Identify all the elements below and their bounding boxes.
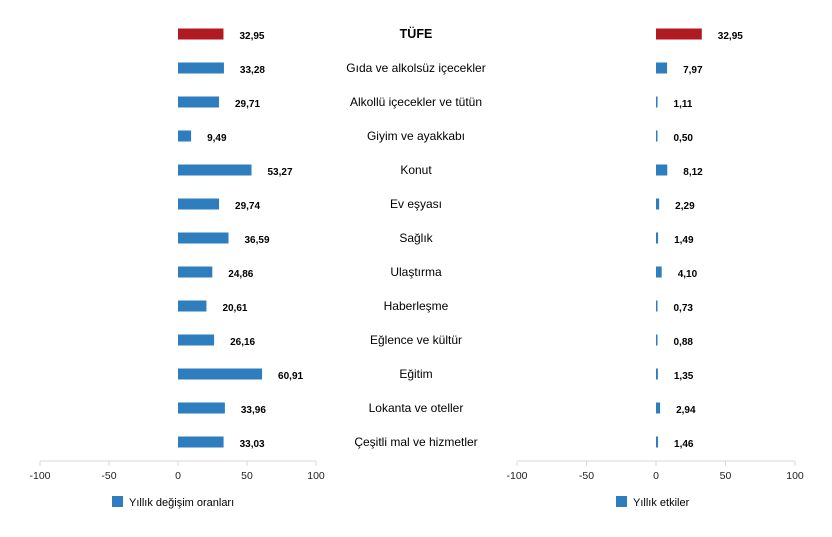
left-x-tick-label: 0: [175, 470, 181, 482]
left-bar-value-label: 53,27: [268, 167, 293, 178]
left-bar-value-label: 60,91: [278, 371, 303, 382]
right-chart-annual-effects: -100 -50 0 50 100 32,95 7,97 1,11 0,50 8,12 2,29 1,…: [506, 28, 804, 482]
right-bar: [656, 28, 702, 40]
right-bar-value-label: 32,95: [718, 31, 743, 42]
left-x-tick-label: -100: [29, 470, 50, 482]
left-bar-value-label: 33,96: [241, 405, 266, 416]
category-label: Haberleşme: [384, 299, 449, 313]
right-bar-value-label: 1,35: [674, 371, 694, 382]
right-x-tick-label: 0: [653, 470, 659, 482]
category-label: Ulaştırma: [390, 265, 442, 279]
right-legend: Yıllık etkiler: [616, 496, 690, 509]
right-bar-value-label: 8,12: [683, 167, 703, 178]
right-bar-value-label: 0,50: [674, 133, 694, 144]
right-bar: [656, 164, 668, 176]
category-label: Giyim ve ayakkabı: [367, 129, 465, 143]
left-bar-value-label: 33,28: [240, 65, 265, 76]
left-legend-swatch: [112, 496, 123, 507]
left-bar-value-label: 20,61: [222, 303, 247, 314]
left-bar: [178, 402, 225, 414]
right-x-tick-label: 50: [720, 470, 732, 482]
left-bar-value-label: 29,71: [235, 99, 260, 110]
left-chart-annual-change: -100 -50 0 50 100 32,95 33,28 29,71 9,49 53,27 29,…: [29, 28, 325, 482]
left-bar: [178, 28, 224, 40]
right-bar-value-label: 4,10: [678, 269, 698, 280]
category-label: Eğitim: [399, 367, 432, 381]
left-legend: Yıllık değişim oranları: [112, 496, 234, 509]
right-bar: [656, 436, 659, 448]
left-bar-value-label: 36,59: [244, 235, 269, 246]
right-bar: [656, 232, 659, 244]
right-bar: [656, 368, 658, 380]
left-bar: [178, 334, 215, 346]
right-bar: [656, 96, 658, 108]
right-bar: [656, 402, 661, 414]
right-bar-value-label: 1,49: [674, 235, 694, 246]
left-bar-value-label: 33,03: [240, 439, 265, 450]
right-x-tick-label: -100: [506, 470, 527, 482]
right-bar-value-label: 1,11: [674, 99, 693, 110]
left-bar: [178, 368, 263, 380]
right-bar-value-label: 0,88: [674, 337, 694, 348]
right-x-tick-label: -50: [579, 470, 594, 482]
left-bar: [178, 436, 224, 448]
left-bar: [178, 300, 207, 312]
right-x-tick-label: 100: [786, 470, 804, 482]
left-bar: [178, 96, 219, 108]
right-bar-value-label: 2,29: [675, 201, 695, 212]
left-x-tick-label: -50: [101, 470, 116, 482]
category-label: Ev eşyası: [390, 197, 442, 211]
category-label: Lokanta ve oteller: [369, 401, 464, 415]
category-labels: TÜFE Gıda ve alkolsüz içecekler Alkollü iç…: [346, 26, 485, 449]
left-x-tick-label: 100: [307, 470, 325, 482]
right-bar: [656, 130, 658, 142]
right-legend-label: Yıllık etkiler: [633, 497, 690, 509]
category-label: Alkollü içecekler ve tütün: [350, 95, 482, 109]
left-bar-value-label: 32,95: [239, 31, 264, 42]
left-bar-value-label: 24,86: [228, 269, 253, 280]
right-bar-value-label: 0,73: [674, 303, 694, 314]
category-label: Sağlık: [399, 231, 433, 245]
category-label: Eğlence ve kültür: [370, 333, 462, 347]
left-bar-value-label: 9,49: [207, 133, 227, 144]
category-label: Konut: [400, 163, 432, 177]
category-label: TÜFE: [400, 26, 433, 41]
left-bar: [178, 266, 213, 278]
right-bar: [656, 62, 668, 74]
right-bar: [656, 266, 662, 278]
category-label: Gıda ve alkolsüz içecekler: [346, 61, 485, 75]
left-bar: [178, 198, 220, 210]
right-bar-value-label: 2,94: [676, 405, 696, 416]
left-bar-value-label: 26,16: [230, 337, 255, 348]
right-bar: [656, 334, 658, 346]
right-bar-value-label: 1,46: [674, 439, 694, 450]
right-bar: [656, 300, 658, 312]
right-bar: [656, 198, 660, 210]
right-bar-value-label: 7,97: [683, 65, 703, 76]
left-bar: [178, 130, 192, 142]
left-bar: [178, 232, 229, 244]
left-x-tick-label: 50: [241, 470, 253, 482]
category-label: Çeşitli mal ve hizmetler: [354, 435, 477, 449]
right-legend-swatch: [616, 496, 627, 507]
left-bar-value-label: 29,74: [235, 201, 260, 212]
left-bar: [178, 62, 224, 74]
left-legend-label: Yıllık değişim oranları: [129, 497, 234, 509]
left-bar: [178, 164, 252, 176]
